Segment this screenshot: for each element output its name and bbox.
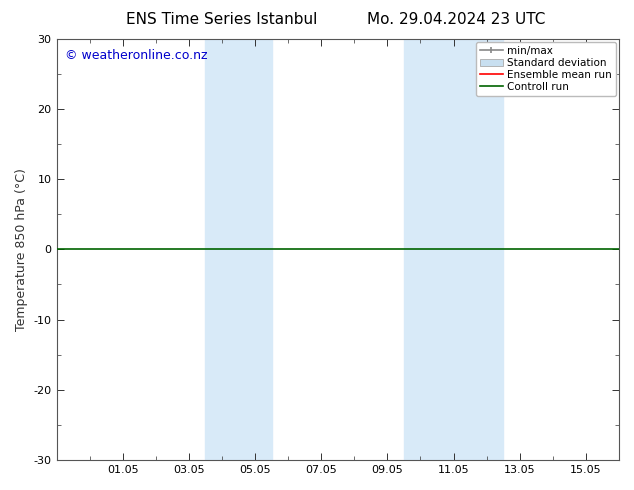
Y-axis label: Temperature 850 hPa (°C): Temperature 850 hPa (°C) [15,168,28,331]
Legend: min/max, Standard deviation, Ensemble mean run, Controll run: min/max, Standard deviation, Ensemble me… [476,42,616,97]
Text: © weatheronline.co.nz: © weatheronline.co.nz [65,49,207,62]
Text: Mo. 29.04.2024 23 UTC: Mo. 29.04.2024 23 UTC [367,12,546,27]
Bar [404,39,503,460]
Bar [205,39,271,460]
Text: ENS Time Series Istanbul: ENS Time Series Istanbul [126,12,318,27]
